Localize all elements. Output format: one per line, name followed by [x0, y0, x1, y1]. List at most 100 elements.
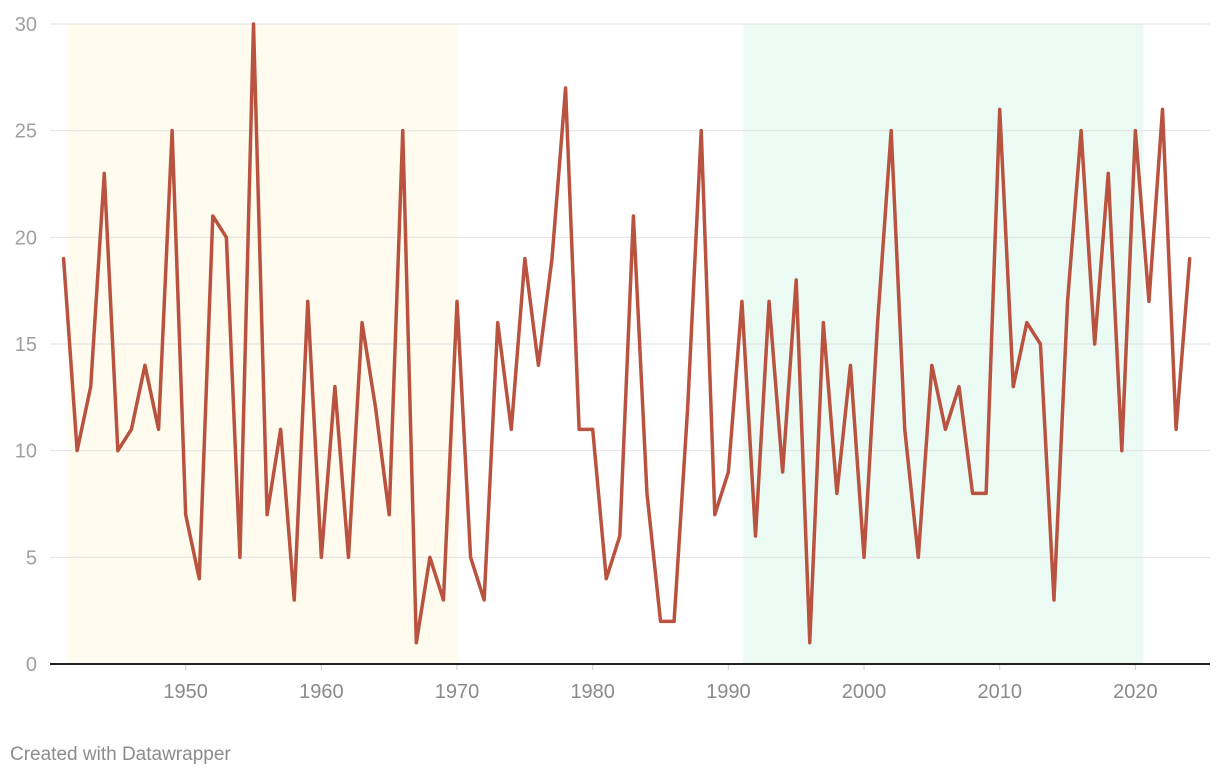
data-point	[578, 428, 581, 431]
y-tick-label: 10	[15, 441, 37, 463]
gridlines	[50, 23, 1210, 558]
data-point	[388, 513, 391, 516]
data-point	[930, 364, 933, 367]
x-tick-label: 1960	[299, 681, 344, 703]
data-point	[618, 534, 621, 537]
data-point	[523, 257, 526, 260]
data-point	[686, 406, 689, 409]
data-point	[862, 556, 865, 559]
data-point	[795, 278, 798, 281]
x-tick-label: 1950	[163, 681, 208, 703]
data-point	[116, 449, 119, 452]
data-point	[265, 513, 268, 516]
data-point	[903, 428, 906, 431]
x-axis-ticks: 1950 1960 1970 1980 1990 2000 2010 2020	[163, 664, 1158, 703]
data-point	[89, 385, 92, 388]
y-tick-label: 20	[15, 227, 37, 249]
x-tick-label: 1980	[570, 681, 615, 703]
data-point	[1066, 300, 1069, 303]
data-point	[564, 86, 567, 89]
data-point	[605, 577, 608, 580]
data-point	[1161, 108, 1164, 111]
data-point	[62, 257, 65, 260]
data-point	[1134, 129, 1137, 132]
series-line-1	[61, 22, 1192, 645]
data-point	[971, 492, 974, 495]
data-point	[1188, 257, 1191, 260]
data-point	[401, 129, 404, 132]
data-point	[76, 449, 79, 452]
data-point	[835, 492, 838, 495]
y-tick-label: 5	[26, 547, 37, 569]
data-point	[754, 534, 757, 537]
data-point	[550, 257, 553, 260]
data-point	[225, 236, 228, 239]
data-point	[130, 428, 133, 431]
data-point	[238, 556, 241, 559]
y-axis-ticks: 0 5 10 15 20 25 30	[15, 14, 37, 676]
y-tick-label: 25	[15, 121, 37, 143]
data-point	[957, 385, 960, 388]
data-point	[374, 406, 377, 409]
data-point	[293, 598, 296, 601]
series-group	[61, 22, 1192, 645]
y-tick-label: 15	[15, 334, 37, 356]
data-point	[157, 428, 160, 431]
data-point	[496, 321, 499, 324]
data-point	[1107, 172, 1110, 175]
x-tick-label: 2010	[977, 681, 1022, 703]
data-point	[727, 470, 730, 473]
data-point	[808, 641, 811, 644]
data-point	[279, 428, 282, 431]
data-point	[591, 428, 594, 431]
data-point	[700, 129, 703, 132]
data-point	[360, 321, 363, 324]
data-point	[632, 214, 635, 217]
data-point	[103, 172, 106, 175]
data-point	[455, 300, 458, 303]
x-tick-label: 1990	[706, 681, 751, 703]
data-point	[171, 129, 174, 132]
data-point	[469, 556, 472, 559]
data-point	[510, 428, 513, 431]
data-point	[333, 385, 336, 388]
data-point	[917, 556, 920, 559]
data-point	[442, 598, 445, 601]
data-point	[1147, 300, 1150, 303]
data-point	[415, 641, 418, 644]
data-point	[252, 22, 255, 25]
data-point	[1012, 385, 1015, 388]
data-point	[198, 577, 201, 580]
data-point	[347, 556, 350, 559]
data-point	[767, 300, 770, 303]
data-point	[1025, 321, 1028, 324]
data-point	[483, 598, 486, 601]
data-point	[184, 513, 187, 516]
data-point	[944, 428, 947, 431]
data-point	[1052, 598, 1055, 601]
data-point	[320, 556, 323, 559]
data-point	[672, 620, 675, 623]
data-point	[306, 300, 309, 303]
data-point	[428, 556, 431, 559]
data-point	[211, 214, 214, 217]
credit-text: Created with Datawrapper	[10, 744, 231, 765]
data-point	[890, 129, 893, 132]
x-tick-label: 2000	[842, 681, 887, 703]
data-point	[659, 620, 662, 623]
data-point	[1174, 428, 1177, 431]
data-point	[876, 321, 879, 324]
data-point	[1080, 129, 1083, 132]
y-tick-label: 30	[15, 14, 37, 36]
x-tick-label: 1970	[435, 681, 480, 703]
data-point	[143, 364, 146, 367]
data-point	[985, 492, 988, 495]
data-point	[822, 321, 825, 324]
data-point	[645, 492, 648, 495]
data-point	[1093, 342, 1096, 345]
data-point	[1039, 342, 1042, 345]
x-tick-label: 2020	[1113, 681, 1158, 703]
data-point	[998, 108, 1001, 111]
y-tick-label: 0	[26, 654, 37, 676]
